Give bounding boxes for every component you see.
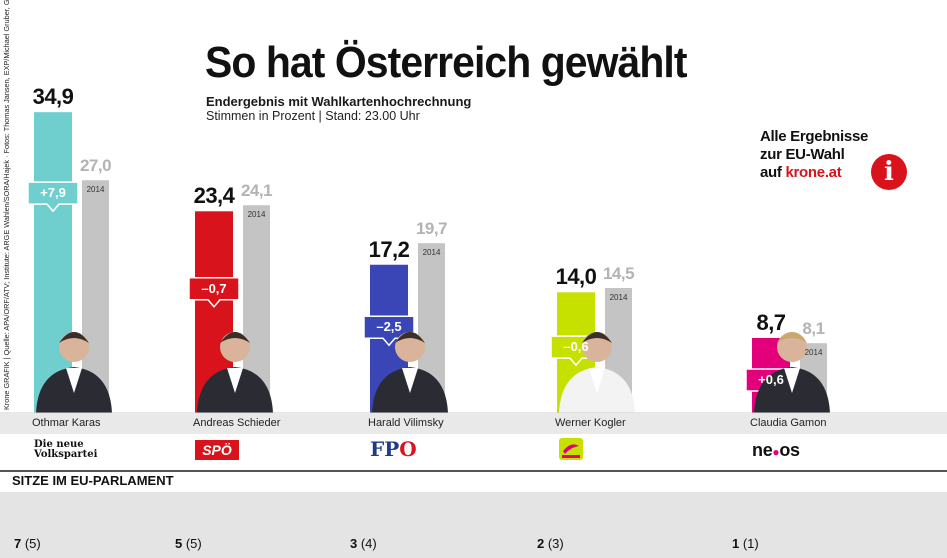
candidate-name-bar — [0, 413, 947, 434]
candidate-photo-shirt — [227, 368, 243, 393]
year-label: 2014 — [422, 248, 441, 258]
promo-box[interactable]: Alle Ergebnisse zur EU-Wahl auf krone.at — [760, 128, 910, 200]
value-label-2019: 14,0 — [555, 264, 597, 290]
seat-count-current: 2 — [537, 536, 545, 551]
value-label-2019: 23,4 — [193, 183, 235, 209]
candidate-name: Werner Kogler — [555, 417, 626, 429]
neos-logo-dot: ● — [772, 445, 780, 459]
change-label: –2,5 — [376, 319, 402, 335]
bar-2019 — [34, 112, 72, 414]
candidate-photo-head — [777, 332, 807, 362]
year-label: 2014 — [609, 293, 628, 302]
promo-line-1: Alle Ergebnisse — [760, 128, 869, 145]
stand-info: Stimmen in Prozent | Stand: 23.00 Uhr — [206, 109, 420, 123]
seats-band — [0, 492, 947, 558]
promo-line-3: auf krone.at — [760, 164, 910, 182]
neos-logo-os: os — [779, 440, 800, 460]
seats-title: SITZE IM EU-PARLAMENT — [12, 473, 174, 488]
party-logo-gruene — [559, 438, 583, 460]
info-icon[interactable]: i — [871, 154, 907, 190]
seat-count-current: 5 — [175, 536, 183, 551]
promo-prefix: auf — [760, 164, 786, 181]
party-logo-fpoe: FPO — [370, 437, 417, 463]
candidate-photo-hair — [220, 332, 250, 343]
value-label-2019: 17,2 — [368, 236, 410, 262]
candidate-photo-shirt — [589, 368, 605, 393]
candidate-photo-head — [582, 332, 612, 362]
value-label-2014: 8,1 — [802, 319, 825, 339]
seat-count-previous: (5) — [182, 536, 202, 551]
candidate-photo-shirt — [66, 368, 82, 393]
value-label-2019: 8,7 — [756, 310, 786, 335]
candidate-name: Othmar Karas — [32, 417, 101, 429]
page-title: So hat Österreich gewählt — [205, 38, 687, 87]
seat-count: 3 (4) — [350, 536, 377, 551]
value-label-2019: 34,9 — [32, 84, 74, 110]
promo-line-2: zur EU-Wahl — [760, 146, 845, 163]
seat-count-current: 7 — [14, 536, 22, 551]
fpoe-logo-text: FP — [370, 437, 400, 461]
party-logo-oevp: Die neue Volkspartei — [34, 439, 98, 460]
seats-header — [0, 470, 947, 492]
candidate-name: Harald Vilimsky — [368, 417, 444, 429]
seat-count-current: 1 — [732, 536, 740, 551]
change-label: +7,9 — [40, 185, 66, 201]
candidate-photo-hair — [582, 332, 612, 343]
party-logo-neos: ne●os — [752, 438, 800, 464]
value-label-2014: 14,5 — [602, 264, 635, 283]
candidate-name: Andreas Schieder — [193, 417, 281, 429]
change-tag — [27, 181, 79, 213]
change-label: –0,7 — [201, 280, 227, 296]
value-label-2014: 19,7 — [415, 219, 448, 239]
year-label: 2014 — [86, 185, 105, 195]
year-label: 2014 — [804, 348, 823, 358]
change-label: +0,6 — [758, 372, 784, 387]
seat-count-previous: (4) — [357, 536, 377, 551]
candidate-photo-head — [395, 332, 425, 362]
candidate-photo-shirt — [402, 368, 418, 393]
candidate-photo-hair — [59, 332, 89, 343]
party-logo-spoe: SPÖ — [195, 440, 239, 460]
candidate-photo-hair — [777, 332, 807, 343]
seat-count-previous: (5) — [21, 536, 41, 551]
seat-count-current: 3 — [350, 536, 358, 551]
candidate-photo-head — [59, 332, 89, 362]
seat-count: 7 (5) — [14, 536, 41, 551]
fpoe-logo-o: O — [399, 437, 417, 461]
neos-logo-ne: ne — [752, 440, 773, 460]
seat-count: 2 (3) — [537, 536, 564, 551]
seat-count-previous: (3) — [544, 536, 564, 551]
subtitle: Endergebnis mit Wahlkartenhochrechnung — [206, 94, 472, 109]
candidate-photo-head — [220, 332, 250, 362]
seat-count: 5 (5) — [175, 536, 202, 551]
candidate-name: Claudia Gamon — [750, 417, 827, 429]
candidate-photo-hair — [395, 332, 425, 343]
seat-count: 1 (1) — [732, 536, 759, 551]
change-label: –0,6 — [563, 339, 589, 355]
value-label-2014: 27,0 — [79, 156, 112, 176]
seat-count-previous: (1) — [739, 536, 759, 551]
year-label: 2014 — [247, 210, 266, 220]
candidate-photo-shirt — [784, 368, 800, 393]
promo-link[interactable]: krone.at — [785, 164, 842, 181]
change-tag — [188, 277, 240, 308]
value-label-2014: 24,1 — [240, 181, 273, 201]
